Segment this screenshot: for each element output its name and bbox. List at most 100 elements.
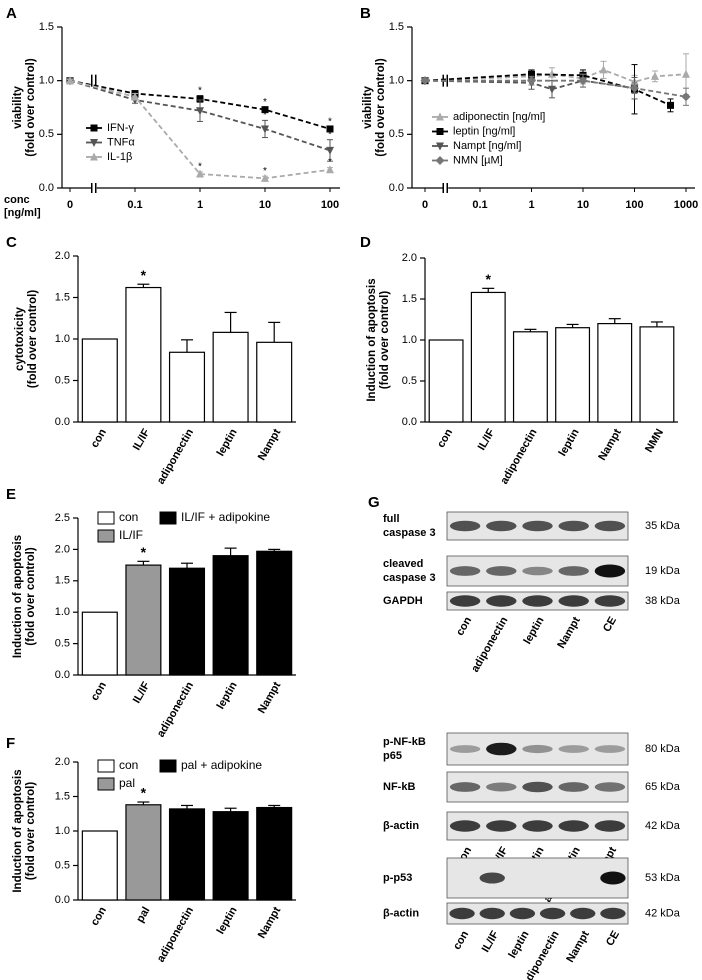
blot-row-label: caspase 3 xyxy=(383,572,436,584)
y-axis-label: Induction of apoptosis xyxy=(12,535,24,658)
bar xyxy=(256,550,293,676)
panel-letter: F xyxy=(6,735,15,752)
panel-letter: E xyxy=(6,486,16,503)
y-tick-label: 2.5 xyxy=(55,512,70,524)
x-tick-label: leptin xyxy=(215,680,240,712)
significance-star: * xyxy=(263,97,267,108)
marker xyxy=(547,85,556,94)
blot-band xyxy=(449,745,481,753)
panel-letter: B xyxy=(360,5,371,22)
blot-row-label: β-actin xyxy=(383,907,419,919)
y-axis-label: viability xyxy=(12,85,24,128)
y-tick-label: 1.0 xyxy=(39,75,54,87)
blot-band xyxy=(522,781,553,793)
blot-lane-label: con xyxy=(451,929,471,952)
y-axis-label: (fold over control) xyxy=(25,58,37,157)
x-tick-label: IL/IF xyxy=(131,680,153,706)
x-tick-label: adiponectin xyxy=(155,905,196,965)
y-tick-label: 0.0 xyxy=(39,182,54,194)
x-tick-label: adiponectin xyxy=(155,680,196,740)
marker xyxy=(630,83,639,93)
x-tick-label: con xyxy=(435,427,455,450)
y-tick-label: 0.5 xyxy=(55,859,70,871)
blot-band xyxy=(522,566,553,576)
blot-lane-label: leptin xyxy=(522,615,547,647)
series-line xyxy=(424,68,687,83)
blot-band xyxy=(558,595,589,607)
blot-band xyxy=(449,595,481,607)
bar xyxy=(639,326,675,423)
bar xyxy=(81,830,118,901)
series-line xyxy=(69,79,331,180)
y-tick-label: 2.0 xyxy=(55,543,70,555)
y-axis-label: Induction of apoptosis xyxy=(12,769,24,892)
significance-star: * xyxy=(328,157,332,168)
blot-row-label: β-actin xyxy=(383,820,419,832)
blot-lane-label: IL/IF xyxy=(480,929,502,955)
marker xyxy=(436,142,444,151)
blot-row-label: full xyxy=(383,513,400,525)
marker xyxy=(90,139,98,147)
y-tick-label: 1.5 xyxy=(55,790,70,802)
legend-swatch xyxy=(97,759,115,773)
marker xyxy=(527,76,536,86)
series-line xyxy=(425,79,687,98)
blot-band xyxy=(558,820,589,832)
blot-row-label: p-NF-kB xyxy=(383,736,426,748)
y-axis-label: Induction of apoptosis xyxy=(366,278,378,401)
marker xyxy=(528,70,535,78)
blot-band xyxy=(522,820,553,832)
y-tick-label: 0.5 xyxy=(55,638,70,650)
x-axis-label: conc xyxy=(4,194,30,206)
marker xyxy=(326,165,334,174)
bar xyxy=(81,611,118,676)
blot-lane-label: Nampt xyxy=(564,929,592,965)
bar xyxy=(512,331,548,423)
bar xyxy=(470,291,506,423)
x-tick-label: 10 xyxy=(577,199,589,211)
blot-band xyxy=(449,520,481,532)
significance-star: * xyxy=(198,85,202,96)
y-axis-label: (fold over control) xyxy=(27,290,39,389)
bar xyxy=(597,323,633,423)
legend-label: con xyxy=(119,758,138,772)
y-tick-label: 1.5 xyxy=(39,21,54,33)
significance-star: * xyxy=(328,116,332,127)
blot-lane-label: con xyxy=(454,615,474,638)
blot-lane-label: adiponectin xyxy=(469,615,510,675)
blot-band xyxy=(486,782,517,792)
y-axis-label: cytotoxicity xyxy=(14,306,26,371)
marker xyxy=(420,76,430,86)
significance-star: * xyxy=(263,166,267,177)
significance-star: * xyxy=(328,129,332,140)
legend-label: pal xyxy=(119,776,135,790)
y-axis-label: (fold over control) xyxy=(375,58,387,157)
panel-letter: C xyxy=(6,234,17,251)
marker xyxy=(261,106,269,114)
blot-size-label: 65 kDa xyxy=(645,781,681,793)
bar xyxy=(256,341,293,423)
marker xyxy=(682,69,690,78)
legend-label: pal + adipokine xyxy=(181,758,262,772)
marker xyxy=(131,92,139,101)
x-tick-label: con xyxy=(89,680,109,703)
bar xyxy=(125,286,162,423)
y-tick-label: 2.0 xyxy=(55,756,70,768)
legend-swatch xyxy=(159,759,177,773)
y-tick-label: 0.0 xyxy=(402,416,417,428)
blot-band xyxy=(509,907,536,920)
marker xyxy=(196,107,204,116)
bar xyxy=(212,811,249,901)
x-tick-label: adiponectin xyxy=(498,427,539,487)
y-tick-label: 1.5 xyxy=(55,575,70,587)
x-tick-label: Nampt xyxy=(256,427,284,463)
x-tick-label: con xyxy=(89,427,109,450)
blot-band xyxy=(522,520,553,532)
blot-row-label: GAPDH xyxy=(383,595,423,607)
marker xyxy=(261,125,269,134)
significance-star: * xyxy=(198,162,202,173)
significance-star: * xyxy=(141,785,147,801)
blot-band xyxy=(449,907,475,920)
blot-band xyxy=(479,907,505,920)
legend-label: IL-1β xyxy=(107,151,132,163)
